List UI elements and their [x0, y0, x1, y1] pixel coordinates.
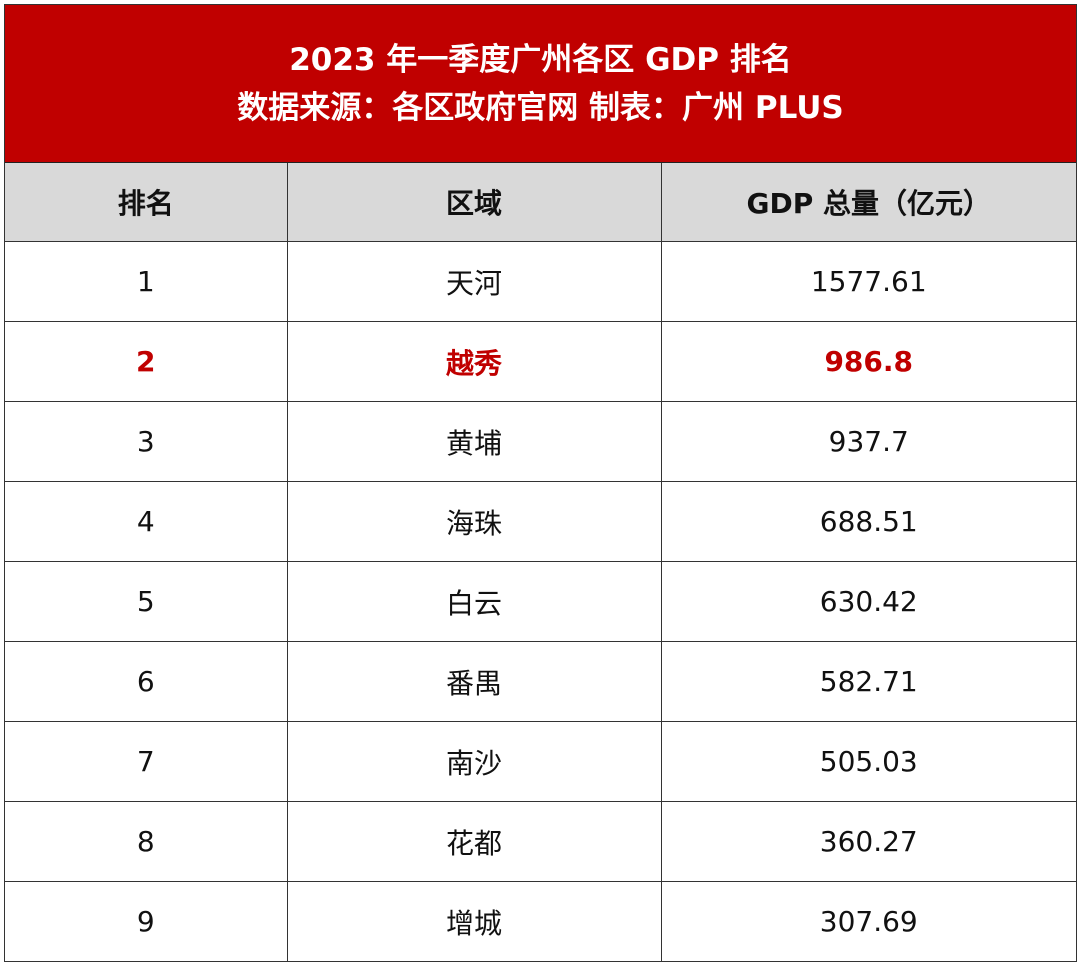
title-banner: 2023 年一季度广州各区 GDP 排名 数据来源：各区政府官网 制表：广州 P… [5, 5, 1076, 163]
table-row: 9 增城 307.69 [5, 881, 1076, 961]
rank-cell: 2 [5, 321, 288, 402]
rank-cell: 1 [5, 241, 288, 322]
gdp-cell: 688.51 [660, 481, 1076, 562]
district-cell: 黄埔 [286, 401, 662, 482]
gdp-cell: 360.27 [660, 801, 1076, 882]
district-cell: 花都 [286, 801, 662, 882]
gdp-cell: 937.7 [660, 401, 1076, 482]
table-subtitle: 数据来源：各区政府官网 制表：广州 PLUS [237, 89, 844, 126]
rank-cell: 3 [5, 401, 288, 482]
table-row: 6 番禺 582.71 [5, 641, 1076, 722]
gdp-ranking-table-card: 2023 年一季度广州各区 GDP 排名 数据来源：各区政府官网 制表：广州 P… [4, 4, 1077, 962]
table-row: 1 天河 1577.61 [5, 241, 1076, 322]
district-cell: 白云 [286, 561, 662, 642]
district-cell: 越秀 [286, 321, 662, 402]
district-cell: 南沙 [286, 721, 662, 802]
gdp-table: 排名 区域 GDP 总量（亿元） 1 天河 1577.61 2 越秀 986.8 3 黄埔 93… [5, 163, 1076, 961]
rank-cell: 5 [5, 561, 288, 642]
table-row: 7 南沙 505.03 [5, 721, 1076, 802]
district-cell: 增城 [286, 881, 662, 961]
table-row: 8 花都 360.27 [5, 801, 1076, 882]
header-row: 排名 区域 GDP 总量（亿元） [5, 163, 1076, 242]
table-row: 4 海珠 688.51 [5, 481, 1076, 562]
district-cell: 天河 [286, 241, 662, 322]
gdp-cell: 630.42 [660, 561, 1076, 642]
header-gdp: GDP 总量（亿元） [660, 163, 1076, 242]
header-rank: 排名 [5, 163, 288, 242]
table-row: 3 黄埔 937.7 [5, 401, 1076, 482]
table-row: 5 白云 630.42 [5, 561, 1076, 642]
gdp-cell: 986.8 [660, 321, 1076, 402]
gdp-cell: 1577.61 [660, 241, 1076, 322]
table-title: 2023 年一季度广州各区 GDP 排名 [289, 41, 792, 78]
gdp-cell: 505.03 [660, 721, 1076, 802]
gdp-cell: 582.71 [660, 641, 1076, 722]
rank-cell: 4 [5, 481, 288, 562]
table-row: 2 越秀 986.8 [5, 321, 1076, 402]
rank-cell: 8 [5, 801, 288, 882]
rank-cell: 6 [5, 641, 288, 722]
gdp-cell: 307.69 [660, 881, 1076, 961]
district-cell: 番禺 [286, 641, 662, 722]
district-cell: 海珠 [286, 481, 662, 562]
header-district: 区域 [286, 163, 662, 242]
rank-cell: 7 [5, 721, 288, 802]
rank-cell: 9 [5, 881, 288, 961]
